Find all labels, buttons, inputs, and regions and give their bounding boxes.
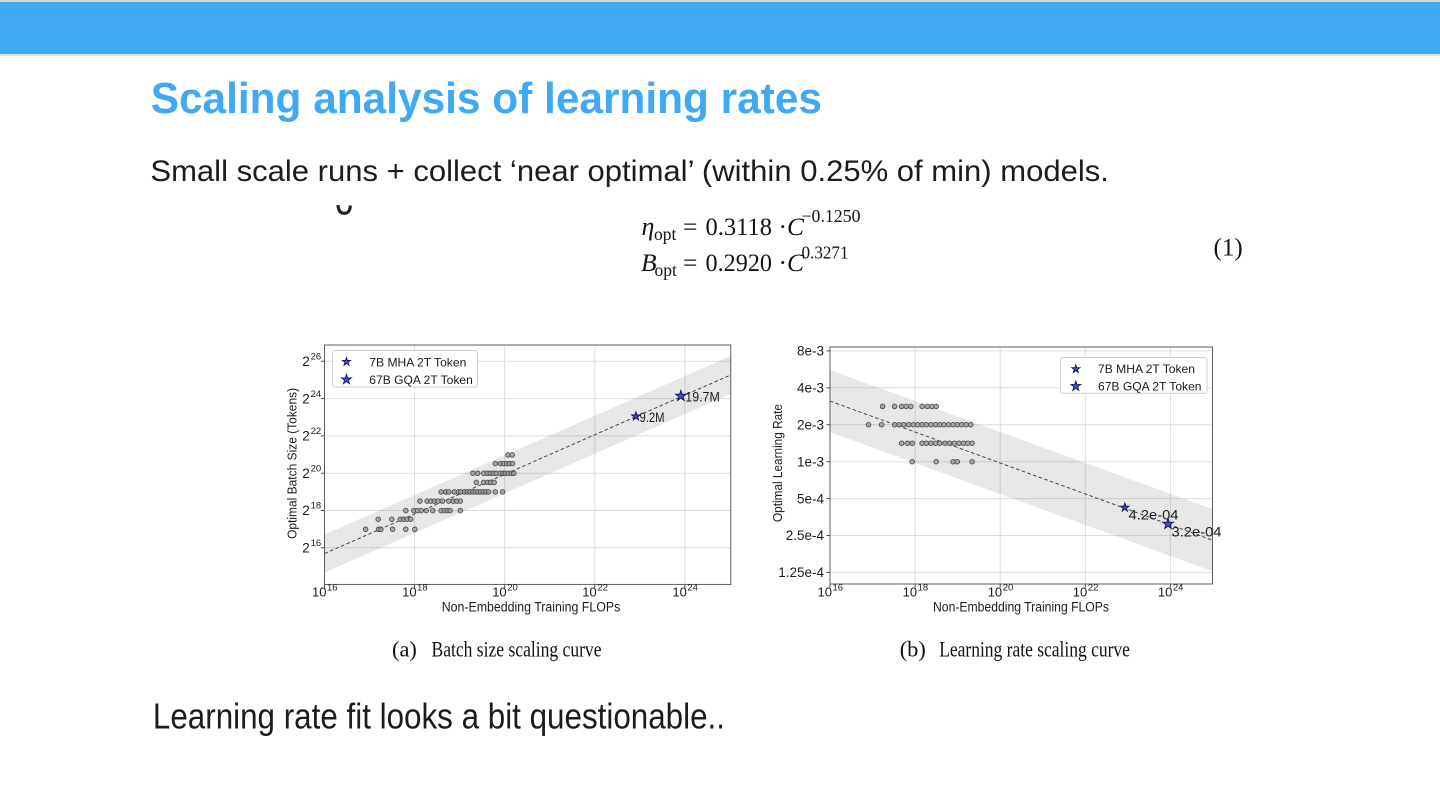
svg-text:10: 10 [582,585,596,600]
svg-text:Optimal Batch Size (Tokens): Optimal Batch Size (Tokens) [286,388,300,539]
svg-text:opt: opt [655,260,678,280]
svg-text:C: C [787,248,805,277]
svg-text:(1): (1) [1214,235,1243,262]
svg-text:10: 10 [1073,585,1087,600]
svg-text:19.7M: 19.7M [685,388,720,404]
svg-text:2.5e-4: 2.5e-4 [786,528,825,543]
svg-text:0.3271: 0.3271 [802,243,849,263]
svg-text:10: 10 [492,585,506,600]
svg-text:Optimal Learning Rate: Optimal Learning Rate [771,404,785,522]
svg-text:4.2e-04: 4.2e-04 [1129,507,1179,523]
svg-text:2: 2 [302,541,310,556]
svg-text:10: 10 [903,585,917,600]
svg-text:8e-3: 8e-3 [797,344,824,359]
svg-text:22: 22 [597,583,608,594]
svg-text:1e-3: 1e-3 [797,454,824,469]
svg-text:20: 20 [1003,583,1014,594]
svg-text:−0.1250: −0.1250 [802,206,861,226]
svg-text:5e-4: 5e-4 [797,491,825,506]
svg-text:24: 24 [311,389,322,400]
svg-text:9.2M: 9.2M [640,409,665,425]
svg-text:7B MHA 2T Token: 7B MHA 2T Token [1098,362,1195,376]
svg-text:16: 16 [327,583,338,594]
svg-text:(b): (b) [900,637,926,662]
svg-text:Learning rate fit looks a bit: Learning rate fit looks a bit questionab… [153,696,725,737]
svg-text:16: 16 [311,538,322,549]
svg-text:2: 2 [302,503,310,518]
svg-text:0.2920: 0.2920 [706,248,773,277]
svg-text:16: 16 [833,583,844,594]
svg-text:10: 10 [988,585,1002,600]
svg-text:η: η [642,212,655,241]
svg-text:Small scale runs + collect ‘ne: Small scale runs + collect ‘near optimal… [150,155,1108,188]
svg-text:0.3118: 0.3118 [706,212,773,241]
svg-text:2e-3: 2e-3 [797,417,824,432]
svg-text:(a): (a) [392,637,417,662]
svg-text:·: · [779,248,788,277]
svg-text:2: 2 [302,466,310,481]
svg-text:Non-Embedding Training FLOPs: Non-Embedding Training FLOPs [442,600,621,615]
svg-text:67B GQA 2T Token: 67B GQA 2T Token [369,373,473,387]
svg-text:2: 2 [302,429,310,444]
svg-text:2: 2 [302,354,310,369]
svg-text:1.25e-4: 1.25e-4 [778,565,824,580]
svg-text:67B GQA 2T Token: 67B GQA 2T Token [1098,379,1202,393]
svg-text:B: B [641,248,657,277]
svg-text:opt: opt [654,224,677,244]
svg-text:·: · [779,212,788,241]
svg-text:=: = [683,212,697,241]
svg-text:C: C [787,212,805,241]
svg-text:10: 10 [818,585,832,600]
svg-text:10: 10 [312,585,326,600]
svg-text:10: 10 [1158,585,1172,600]
svg-text:Learning rate scaling curve: Learning rate scaling curve [939,637,1130,662]
svg-text:Non-Embedding Training FLOPs: Non-Embedding Training FLOPs [933,600,1109,615]
svg-text:3.2e-04: 3.2e-04 [1172,524,1222,540]
svg-text:10: 10 [672,585,686,600]
svg-text:18: 18 [311,501,322,512]
svg-text:24: 24 [1173,583,1184,594]
svg-text:Batch size scaling curve: Batch size scaling curve [432,637,602,662]
svg-text:24: 24 [687,583,698,594]
svg-text:2: 2 [302,391,310,406]
svg-text:7B MHA 2T Token: 7B MHA 2T Token [369,355,466,369]
svg-text:22: 22 [311,426,322,437]
svg-text:=: = [683,248,697,277]
svg-text:26: 26 [311,352,322,363]
svg-text:4e-3: 4e-3 [797,381,824,396]
svg-text:20: 20 [311,463,322,474]
svg-text:22: 22 [1088,583,1099,594]
svg-text:20: 20 [507,583,518,594]
svg-text:18: 18 [918,583,929,594]
svg-text:Scaling analysis of learning r: Scaling analysis of learning rates [151,74,822,123]
svg-text:10: 10 [402,585,416,600]
svg-text:18: 18 [417,583,428,594]
